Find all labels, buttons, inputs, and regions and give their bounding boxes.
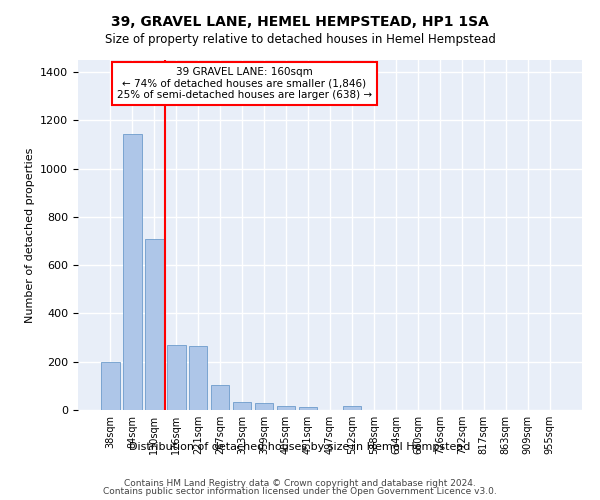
Bar bbox=[233, 402, 251, 410]
Bar bbox=[167, 345, 185, 410]
Y-axis label: Number of detached properties: Number of detached properties bbox=[25, 148, 35, 322]
Text: 39, GRAVEL LANE, HEMEL HEMPSTEAD, HP1 1SA: 39, GRAVEL LANE, HEMEL HEMPSTEAD, HP1 1S… bbox=[111, 15, 489, 29]
Bar bbox=[145, 238, 164, 410]
Text: 39 GRAVEL LANE: 160sqm
← 74% of detached houses are smaller (1,846)
25% of semi-: 39 GRAVEL LANE: 160sqm ← 74% of detached… bbox=[117, 67, 372, 100]
Bar bbox=[277, 406, 295, 410]
Text: Size of property relative to detached houses in Hemel Hempstead: Size of property relative to detached ho… bbox=[104, 32, 496, 46]
Text: Contains public sector information licensed under the Open Government Licence v3: Contains public sector information licen… bbox=[103, 487, 497, 496]
Bar bbox=[211, 384, 229, 410]
Text: Distribution of detached houses by size in Hemel Hempstead: Distribution of detached houses by size … bbox=[130, 442, 470, 452]
Bar bbox=[299, 407, 317, 410]
Bar bbox=[123, 134, 142, 410]
Bar bbox=[101, 362, 119, 410]
Bar bbox=[343, 406, 361, 410]
Bar bbox=[255, 403, 274, 410]
Text: Contains HM Land Registry data © Crown copyright and database right 2024.: Contains HM Land Registry data © Crown c… bbox=[124, 478, 476, 488]
Bar bbox=[189, 346, 208, 410]
